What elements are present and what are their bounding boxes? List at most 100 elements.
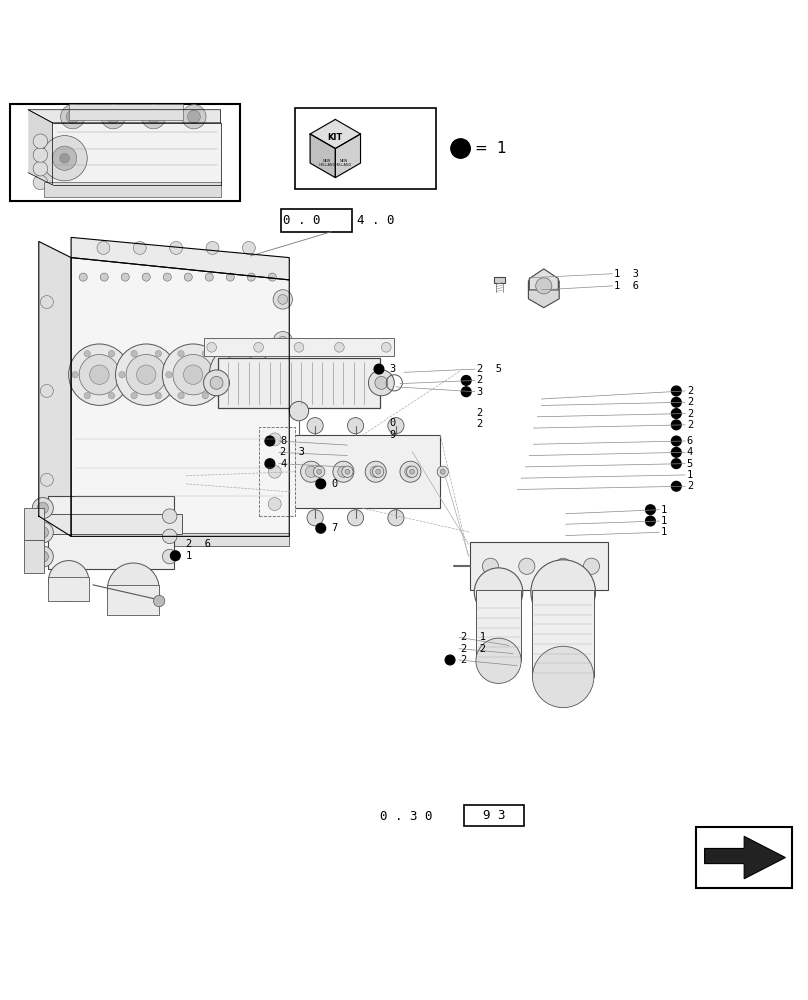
Text: 7: 7 [331, 523, 338, 533]
Circle shape [437, 466, 448, 477]
Circle shape [294, 342, 304, 352]
Circle shape [100, 273, 108, 281]
Bar [10, 104, 240, 201]
Text: 1: 1 [661, 527, 667, 537]
Circle shape [141, 105, 166, 129]
Bar [259, 427, 295, 516]
Circle shape [33, 161, 48, 176]
Circle shape [268, 498, 281, 511]
Text: 3: 3 [477, 387, 483, 397]
Circle shape [671, 420, 681, 430]
Circle shape [108, 392, 115, 399]
Text: 2: 2 [687, 397, 693, 407]
Circle shape [519, 558, 535, 574]
Circle shape [205, 273, 213, 281]
Circle shape [278, 295, 288, 304]
Circle shape [182, 105, 206, 129]
Polygon shape [335, 134, 360, 178]
Text: 1: 1 [661, 516, 667, 526]
Text: 0 . 3 0: 0 . 3 0 [380, 810, 432, 823]
Circle shape [278, 336, 288, 346]
Polygon shape [705, 836, 785, 879]
Bar [464, 805, 524, 826]
Circle shape [225, 350, 231, 357]
Text: =: = [474, 141, 487, 156]
Text: 2: 2 [477, 375, 483, 385]
Bar [470, 542, 608, 590]
Text: 2: 2 [477, 408, 483, 418]
Text: 2: 2 [687, 386, 693, 396]
Circle shape [305, 466, 317, 477]
Circle shape [40, 473, 53, 486]
Circle shape [178, 350, 184, 357]
Circle shape [101, 105, 125, 129]
Circle shape [202, 350, 208, 357]
Circle shape [268, 273, 276, 281]
Circle shape [226, 273, 234, 281]
Circle shape [120, 371, 127, 378]
Circle shape [107, 563, 159, 615]
Circle shape [405, 466, 416, 477]
Text: 1  6: 1 6 [614, 281, 639, 291]
Text: 2: 2 [461, 655, 467, 665]
Circle shape [173, 354, 213, 395]
Text: 2: 2 [687, 420, 693, 430]
Circle shape [242, 241, 255, 254]
Text: 0 . 0: 0 . 0 [283, 214, 320, 227]
Circle shape [162, 529, 177, 544]
Circle shape [273, 290, 292, 309]
Circle shape [184, 273, 192, 281]
Bar [63, 533, 289, 546]
Circle shape [33, 148, 48, 162]
Circle shape [474, 568, 523, 616]
Circle shape [230, 365, 250, 384]
Circle shape [375, 376, 388, 389]
Circle shape [97, 241, 110, 254]
Text: 8: 8 [280, 436, 287, 446]
Text: 2  6: 2 6 [186, 539, 211, 549]
Circle shape [461, 376, 471, 385]
Polygon shape [310, 134, 335, 178]
Circle shape [155, 350, 162, 357]
Circle shape [265, 459, 275, 468]
Circle shape [646, 516, 655, 526]
Text: 1: 1 [186, 551, 192, 561]
Circle shape [370, 466, 381, 477]
Bar [48, 496, 174, 569]
Bar [24, 540, 44, 573]
Circle shape [400, 461, 421, 482]
Text: KIT: KIT [328, 133, 343, 142]
Circle shape [220, 354, 260, 395]
Bar [36, 514, 182, 534]
Circle shape [268, 465, 281, 478]
Circle shape [37, 502, 48, 514]
Text: 4 . 0: 4 . 0 [357, 214, 394, 227]
Circle shape [187, 110, 200, 123]
Text: 2  2: 2 2 [461, 644, 486, 654]
Circle shape [445, 655, 455, 665]
Text: 5: 5 [687, 459, 693, 469]
Polygon shape [28, 110, 221, 123]
Circle shape [254, 342, 263, 352]
Text: 4: 4 [280, 459, 287, 469]
Circle shape [374, 364, 384, 374]
Bar [532, 590, 594, 677]
Circle shape [155, 392, 162, 399]
Text: 0: 0 [389, 418, 396, 428]
Circle shape [338, 466, 349, 477]
Bar [476, 590, 521, 661]
Circle shape [32, 546, 53, 567]
Circle shape [461, 387, 471, 397]
Circle shape [66, 110, 79, 123]
Polygon shape [71, 258, 289, 536]
Circle shape [37, 527, 48, 538]
Circle shape [333, 461, 354, 482]
Text: 1: 1 [661, 505, 667, 515]
Circle shape [166, 371, 172, 378]
Text: 1  3: 1 3 [614, 269, 639, 279]
Text: 2: 2 [687, 481, 693, 491]
Circle shape [142, 273, 150, 281]
Circle shape [342, 466, 353, 477]
Circle shape [119, 371, 125, 378]
Polygon shape [28, 110, 53, 185]
